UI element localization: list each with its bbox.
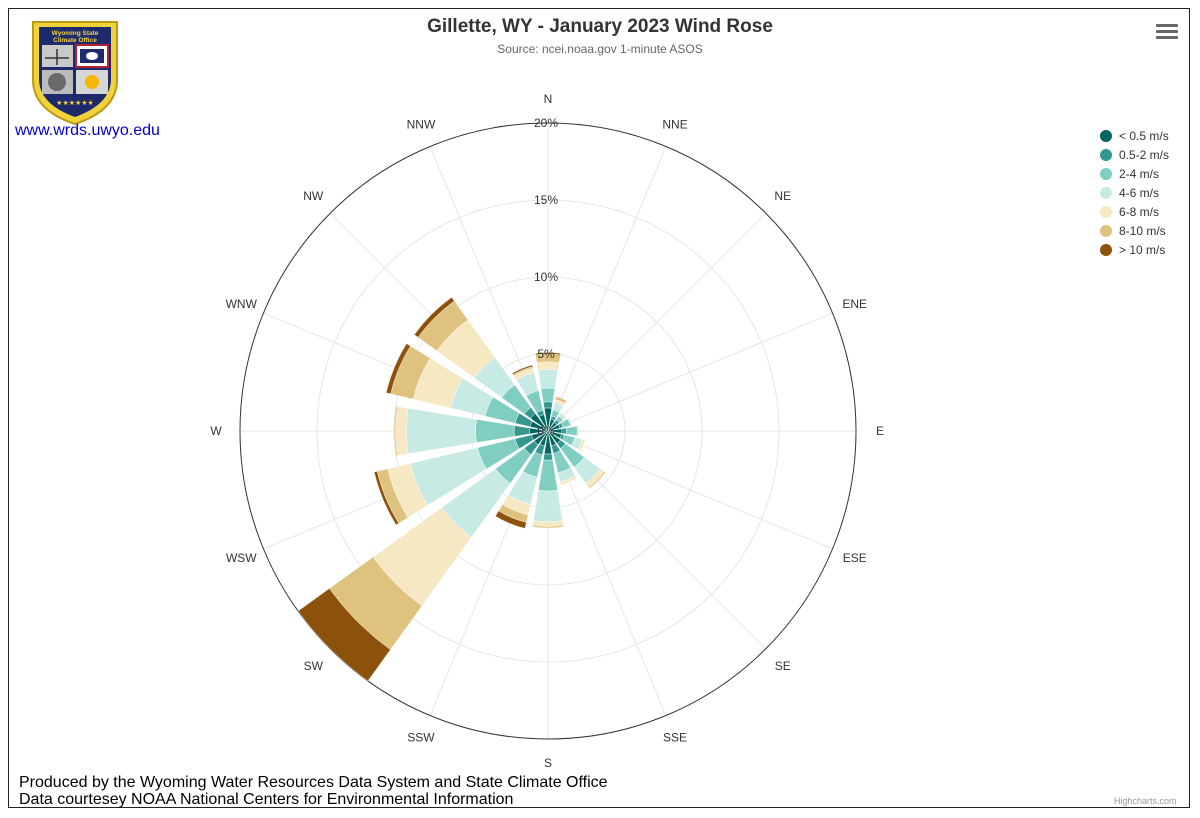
bar-N-2-4 m/s[interactable] [540,387,556,403]
axis-labels: 0% 5% 10% 15% 20% N NNE NE ENE E ESE SE SSE S SSW SW WSW… [210,92,884,770]
direction-label-SW: SW [304,659,324,673]
radial-tick-label: 5% [537,347,555,361]
direction-label-WSW: WSW [226,551,257,565]
legend-dot [1100,243,1112,256]
bar-NNE-8-10 m/s[interactable] [555,396,567,404]
bar-E-2-4 m/s[interactable] [566,426,578,436]
bar-W-8-10 m/s[interactable] [393,406,398,456]
credit-line-2: Data courtesey NOAA National Centers for… [19,791,514,808]
legend-item[interactable]: 2-4 m/s [1100,164,1169,183]
bar-S-8-10 m/s[interactable] [532,525,564,529]
legend-item[interactable]: 8-10 m/s [1100,221,1169,240]
bar-W-0.5-2 m/s[interactable] [513,425,530,437]
bar-N-> 10 m/s[interactable] [535,352,561,356]
bar-N-4-6 m/s[interactable] [537,369,559,389]
direction-label-ESE: ESE [843,551,867,565]
bar-S-2-4 m/s[interactable] [538,459,558,492]
bar-W-6-8 m/s[interactable] [395,406,409,456]
radial-tick-label: 0% [537,424,555,438]
chart-subtitle: Source: ncei.noaa.gov 1-minute ASOS [497,42,703,56]
bar-NNW-> 10 m/s[interactable] [512,364,534,375]
wrds-link[interactable]: www.wrds.uwyo.edu [15,122,160,139]
bar-NW-> 10 m/s[interactable] [414,297,455,338]
bar-S-4-6 m/s[interactable] [533,490,563,523]
chart-legend: < 0.5 m/s 0.5-2 m/s 2-4 m/s 4-6 m/s 6-8 m/s 8… [1100,126,1169,259]
logo-text-2: Climate Office [53,37,97,44]
direction-label-NE: NE [774,189,791,203]
bar-W-4-6 m/s[interactable] [406,408,477,454]
direction-label-NNW: NNW [407,117,436,131]
direction-label-WNW: WNW [226,297,258,311]
direction-label-SSW: SSW [407,731,435,745]
logo-stars: ★★★★★★ [56,99,94,107]
grid-spoke [547,146,667,432]
legend-dot [1100,205,1112,218]
bar-NE-6-8 m/s[interactable] [560,411,568,419]
bar-WSW-> 10 m/s[interactable] [373,471,399,526]
bar-SSE-6-8 m/s[interactable] [559,475,578,486]
hamburger-icon [1156,24,1178,27]
highcharts-credit-link[interactable]: Highcharts.com [1114,796,1177,806]
radial-tick-label: 10% [534,270,558,284]
legend-dot [1100,224,1112,237]
direction-label-SSE: SSE [663,731,687,745]
bar-WNW-> 10 m/s[interactable] [385,343,411,395]
legend-item[interactable]: 6-8 m/s [1100,202,1169,221]
legend-label: < 0.5 m/s [1119,128,1169,143]
credit-line-1: Produced by the Wyoming Water Resources … [19,774,608,791]
legend-dot [1100,167,1112,180]
bar-N-0.5-2 m/s[interactable] [543,401,553,409]
direction-label-E: E [876,424,884,438]
legend-item[interactable]: < 0.5 m/s [1100,126,1169,145]
legend-label: 8-10 m/s [1119,223,1166,238]
bar-N-6-8 m/s[interactable] [536,361,560,371]
radial-tick-label: 15% [534,193,558,207]
legend-label: 4-6 m/s [1119,185,1160,200]
chart-frame [8,8,1190,808]
bar-SE-8-10 m/s[interactable] [588,471,606,489]
wyoming-climate-office-logo[interactable]: Wyoming State Climate Office ★★★★★★ [29,18,121,126]
legend-item[interactable]: 0.5-2 m/s [1100,145,1169,164]
direction-label-S: S [544,756,552,770]
radial-tick-label: 20% [534,116,558,130]
bar-ENE-4-6 m/s[interactable] [567,417,573,426]
legend-dot [1100,129,1112,142]
legend-dot [1100,148,1112,161]
legend-label: 0.5-2 m/s [1119,147,1170,162]
bar-S-0.5-2 m/s[interactable] [543,453,553,461]
legend-dot [1100,186,1112,199]
grid-spoke [547,430,833,550]
wind-rose-bars [297,297,606,682]
grid-spoke [547,312,833,432]
logo-text-1: Wyoming State [52,30,99,37]
chart-menu-button[interactable] [1156,24,1178,44]
direction-label-W: W [210,424,222,438]
bar-E-0.5-2 m/s[interactable] [561,427,567,435]
outer-ring [239,122,857,740]
legend-item[interactable]: > 10 m/s [1100,240,1169,259]
bar-SW-> 10 m/s[interactable] [297,588,391,682]
direction-label-NW: NW [303,189,324,203]
direction-label-NNE: NNE [662,117,687,131]
chart-title: Gillette, WY - January 2023 Wind Rose [427,16,773,37]
bar-SSW-> 10 m/s[interactable] [495,510,527,529]
legend-label: 2-4 m/s [1119,166,1160,181]
legend-label: > 10 m/s [1119,242,1166,257]
direction-label-N: N [544,92,553,106]
direction-label-ENE: ENE [842,297,867,311]
direction-label-SE: SE [775,659,791,673]
bar-W-2-4 m/s[interactable] [475,419,515,443]
bar-E-4-6 m/s[interactable] [576,425,580,437]
grid-spoke [547,212,767,432]
legend-label: 6-8 m/s [1119,204,1160,219]
bar-ESE-6-8 m/s[interactable] [577,438,586,452]
legend-item[interactable]: 4-6 m/s [1100,183,1169,202]
